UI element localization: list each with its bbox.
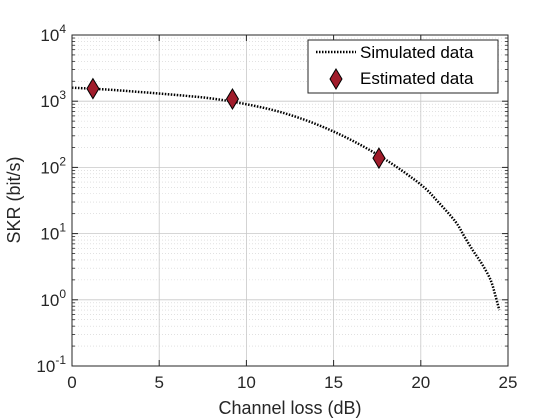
x-tick-label: 0 [67,373,76,392]
legend-box [307,39,499,94]
x-tick-label: 25 [499,373,518,392]
x-tick-label: 10 [237,373,256,392]
x-tick-label: 15 [324,373,343,392]
estimated-data-marker [225,88,240,110]
y-tick-label: 10-1 [36,353,66,376]
y-tick-label: 100 [40,287,66,310]
tick-labels: 10-1 100 101 102 103 104 0 5 10 15 20 25 [36,22,517,392]
series-layer [71,77,501,311]
estimated-data-marker [372,147,386,170]
legend-simulated-label: Simulated data [360,43,474,62]
estimated-data-marker [86,77,100,100]
legend: Simulated data Estimated data [307,39,499,94]
y-tick-label: 101 [40,221,66,244]
y-axis-label: SKR (bit/s) [4,156,24,243]
x-axis-label: Channel loss (dB) [218,398,361,418]
y-tick-label: 102 [40,154,66,177]
legend-estimated-marker [329,68,343,90]
x-tick-label: 5 [154,373,163,392]
ticks [71,34,509,367]
y-tick-label: 104 [40,22,66,45]
legend-estimated-label: Estimated data [360,69,474,88]
plot-frame [71,34,509,367]
x-tick-label: 20 [411,373,430,392]
y-tick-label: 103 [40,88,66,111]
